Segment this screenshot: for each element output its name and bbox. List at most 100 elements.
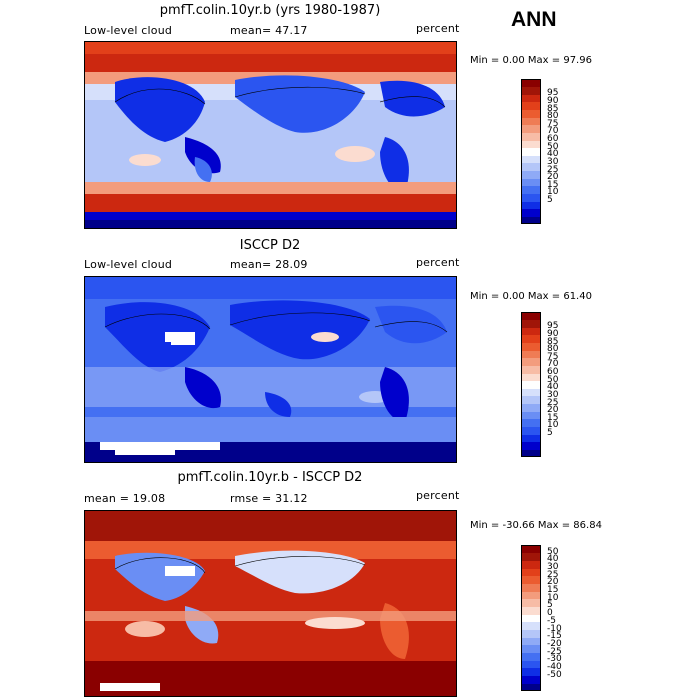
colorbar-label: 15 — [547, 179, 559, 190]
colorbar-segment — [521, 411, 541, 420]
colorbar-label: 85 — [547, 336, 559, 347]
colorbar-label: 95 — [547, 321, 559, 332]
colorbar-label: 10 — [547, 187, 559, 198]
colorbar-segment — [521, 652, 541, 661]
colorbar-label: 60 — [547, 367, 559, 378]
colorbar-segment — [521, 79, 541, 88]
colorbar-segment — [521, 162, 541, 172]
colorbar-label: -25 — [547, 646, 562, 657]
colorbar-segment — [521, 170, 541, 179]
colorbar-segment — [521, 683, 541, 692]
colorbar-label: 25 — [547, 397, 559, 408]
colorbar-segment — [521, 418, 541, 427]
colorbar-label: 10 — [547, 592, 559, 603]
panel-3-colorbar: -50 -40 -30 -25 -20 -15 -10 -5 0 5 10 15 20 25 30 40 50 — [521, 545, 591, 692]
colorbar-segment — [521, 86, 541, 95]
colorbar-segment — [521, 575, 541, 584]
colorbar-segment — [521, 365, 541, 374]
panel-2-map — [84, 276, 457, 463]
season-label: ANN — [511, 8, 557, 31]
colorbar-label: 80 — [547, 344, 559, 355]
colorbar-segment — [521, 598, 541, 607]
colorbar-segment — [521, 350, 541, 359]
colorbar-label: -5 — [547, 615, 556, 626]
colorbar-segment — [521, 660, 541, 669]
colorbar-segment — [521, 388, 541, 397]
colorbar-label: -15 — [547, 631, 562, 642]
colorbar-label: 90 — [547, 95, 559, 106]
colorbar-segment — [521, 312, 541, 321]
colorbar-label: 20 — [547, 405, 559, 416]
panel-2-map-svg — [85, 277, 456, 462]
panel-2-units-label: percent — [416, 256, 460, 269]
colorbar-segment — [521, 216, 541, 225]
colorbar-label: 5 — [547, 195, 553, 206]
colorbar-segment — [521, 667, 541, 677]
colorbar-label: 15 — [547, 412, 559, 423]
colorbar-segment — [521, 327, 541, 336]
panel-1-map — [84, 41, 457, 229]
panel-3-title: pmfT.colin.10yr.b - ISCCP D2 — [177, 470, 363, 485]
colorbar-label: -10 — [547, 623, 562, 634]
panel-1-mean-label: mean= 47.17 — [230, 24, 308, 37]
colorbar-label: 60 — [547, 134, 559, 145]
colorbar-label: 15 — [547, 585, 559, 596]
panel-1-variable-label: Low-level cloud — [84, 24, 173, 37]
colorbar-label: 40 — [547, 149, 559, 160]
colorbar-segment — [521, 591, 541, 600]
colorbar-label: 50 — [547, 546, 559, 557]
colorbar-label: 75 — [547, 351, 559, 362]
colorbar-label: 50 — [547, 374, 559, 385]
colorbar-segment — [521, 614, 541, 623]
colorbar-label: 75 — [547, 118, 559, 129]
colorbar-segment — [521, 124, 541, 133]
colorbar-segment — [521, 334, 541, 344]
colorbar-label: 20 — [547, 577, 559, 588]
panel-1-map-svg — [85, 42, 456, 228]
panel-2-mean-label: mean= 28.09 — [230, 258, 308, 271]
panel-2-colorbar: 5 10 15 20 25 30 40 50 60 70 75 80 85 90 95 — [521, 312, 591, 458]
colorbar-segment — [521, 568, 541, 577]
colorbar-label: 30 — [547, 562, 559, 573]
panel-1-colorbar: 5 10 15 20 25 30 40 50 60 70 75 80 85 90 95 — [521, 79, 591, 225]
colorbar-label: 10 — [547, 420, 559, 431]
colorbar-label: 70 — [547, 359, 559, 370]
colorbar-label: 30 — [547, 389, 559, 400]
colorbar-label: 20 — [547, 172, 559, 183]
panel-3-mean-label: mean = 19.08 — [84, 492, 166, 505]
colorbar-label: 40 — [547, 554, 559, 565]
colorbar-label: 5 — [547, 600, 553, 611]
panel-3-map — [84, 510, 457, 697]
colorbar-segment — [521, 675, 541, 684]
colorbar-label: -20 — [547, 638, 562, 649]
colorbar-segment — [521, 545, 541, 554]
colorbar-label: 70 — [547, 126, 559, 137]
panel-2-variable-label: Low-level cloud — [84, 258, 173, 271]
colorbar-segment — [521, 178, 541, 187]
colorbar-segment — [521, 94, 541, 103]
colorbar-segment — [521, 140, 541, 149]
colorbar-segment — [521, 147, 541, 156]
colorbar-segment — [521, 185, 541, 194]
panel-3-map-svg — [85, 511, 456, 696]
colorbar-segment — [521, 109, 541, 118]
colorbar-label: 5 — [547, 428, 553, 439]
colorbar-segment — [521, 101, 541, 111]
colorbar-segment — [521, 155, 541, 164]
colorbar-label: -30 — [547, 654, 562, 665]
panel-2-minmax: Min = 0.00 Max = 61.40 — [470, 291, 592, 302]
colorbar-segment — [521, 583, 541, 592]
colorbar-label: 95 — [547, 88, 559, 99]
colorbar-label: 80 — [547, 111, 559, 122]
colorbar-segment — [521, 373, 541, 382]
colorbar-segment — [521, 193, 541, 202]
colorbar-label: 90 — [547, 328, 559, 339]
colorbar-segment — [521, 426, 541, 435]
panel-3-minmax: Min = -30.66 Max = 86.84 — [470, 520, 602, 531]
colorbar-segment — [521, 552, 541, 561]
colorbar-segment — [521, 629, 541, 638]
panel-3-units-label: percent — [416, 489, 460, 502]
colorbar-segment — [521, 637, 541, 646]
colorbar-segment — [521, 380, 541, 389]
colorbar-label: 25 — [547, 164, 559, 175]
